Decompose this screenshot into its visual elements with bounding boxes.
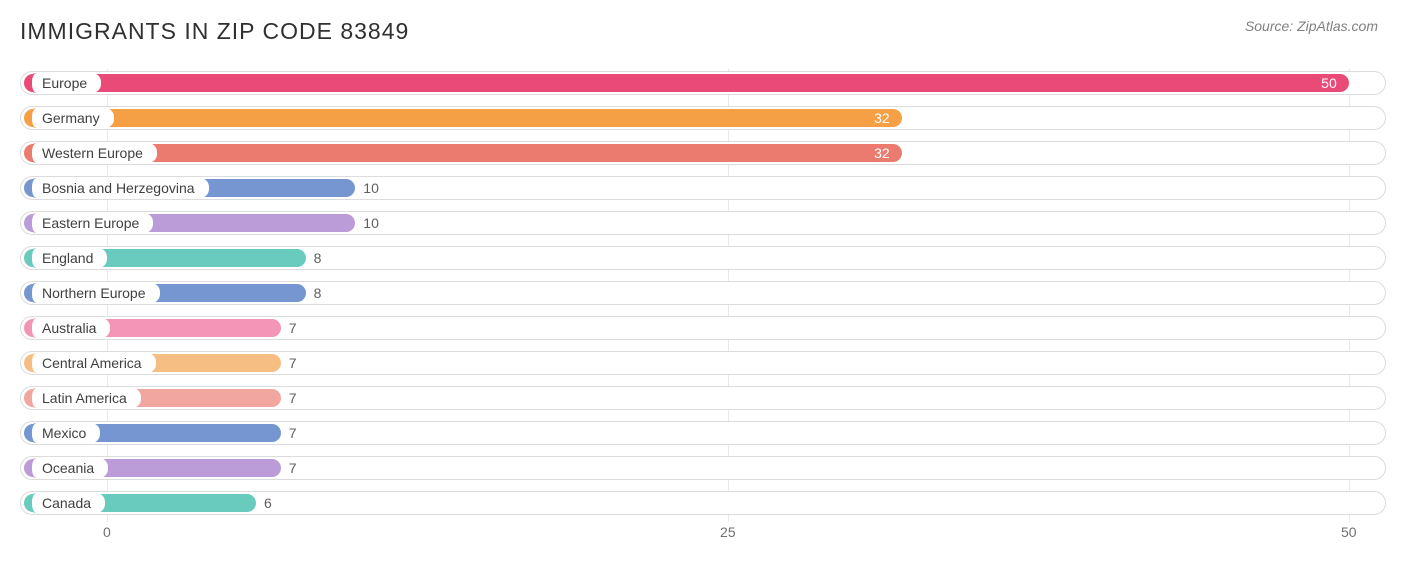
bar-label: England [28,248,107,268]
bar-row: Latin America 7 [20,384,1386,412]
bar-label: Germany [28,108,114,128]
bar-label: Bosnia and Herzegovina [28,178,209,198]
bar-value: 7 [289,390,297,406]
bar-label: Europe [28,73,101,93]
bar-value: 32 [874,110,890,126]
bar-row: Oceania 7 [20,454,1386,482]
bar-row: Mexico 7 [20,419,1386,447]
chart-source: Source: ZipAtlas.com [1245,18,1386,34]
bar-row: Bosnia and Herzegovina 10 [20,174,1386,202]
bar-value: 32 [874,145,890,161]
bar-row: Australia 7 [20,314,1386,342]
bar-label: Canada [28,493,105,513]
axis-tick: 50 [1341,524,1357,540]
bar-row: Europe 50 [20,69,1386,97]
bar-value: 8 [314,250,322,266]
bar-row: Western Europe 32 [20,139,1386,167]
bar-label: Central America [28,353,156,373]
axis-tick: 0 [103,524,111,540]
bar-row: Central America 7 [20,349,1386,377]
bar-value: 8 [314,285,322,301]
bar-value: 7 [289,425,297,441]
bar-value: 10 [363,180,379,196]
bar-label: Eastern Europe [28,213,153,233]
bar-value: 10 [363,215,379,231]
bar-label: Latin America [28,388,141,408]
bar-fill [24,109,902,127]
bar-value: 6 [264,495,272,511]
bar-chart: Europe 50 Germany 32 Western Europe 32 Bosnia … [20,69,1386,552]
bar-label: Western Europe [28,143,157,163]
bar-label: Northern Europe [28,283,160,303]
axis-tick: 25 [720,524,736,540]
bar-value: 50 [1321,75,1337,91]
bar-row: Germany 32 [20,104,1386,132]
chart-title: IMMIGRANTS IN ZIP CODE 83849 [20,18,409,45]
bar-row: Northern Europe 8 [20,279,1386,307]
bar-label: Australia [28,318,110,338]
bar-value: 7 [289,355,297,371]
bar-row: Eastern Europe 10 [20,209,1386,237]
bar-row: England 8 [20,244,1386,272]
bar-label: Mexico [28,423,100,443]
bar-value: 7 [289,320,297,336]
bar-fill [24,74,1349,92]
x-axis: 0 25 50 [20,524,1386,552]
bar-row: Canada 6 [20,489,1386,517]
bar-value: 7 [289,460,297,476]
bar-label: Oceania [28,458,108,478]
